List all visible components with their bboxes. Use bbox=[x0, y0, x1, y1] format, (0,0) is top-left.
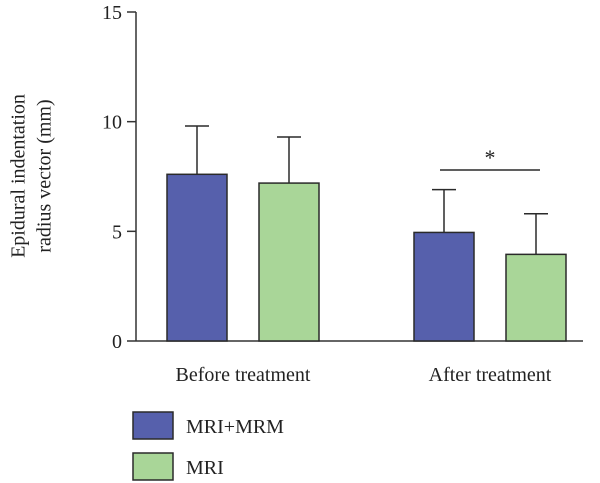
bar-mri-mrm-1 bbox=[413, 231, 475, 342]
y-tick-label: 5 bbox=[112, 221, 122, 243]
bar-mri-mrm-0 bbox=[166, 173, 228, 342]
bar-mri-1 bbox=[505, 253, 567, 342]
legend-label: MRI+MRM bbox=[186, 416, 284, 438]
bars bbox=[166, 173, 567, 342]
y-ticks: 0 5 10 15 bbox=[102, 2, 136, 353]
legend-swatch bbox=[132, 452, 174, 481]
legend: MRI+MRM MRI bbox=[132, 411, 284, 481]
y-tick-label: 15 bbox=[102, 2, 122, 24]
legend-swatch bbox=[132, 411, 174, 440]
y-axis-label-line: Epidural indentation bbox=[8, 94, 30, 258]
y-axis-label-line: radius vector (mm) bbox=[34, 99, 56, 252]
category-label: After treatment bbox=[429, 364, 552, 386]
category-labels: Before treatment After treatment bbox=[176, 364, 552, 386]
y-axis-label: Epidural indentation radius vector (mm) bbox=[8, 94, 56, 258]
legend-label: MRI bbox=[186, 457, 224, 479]
category-label: Before treatment bbox=[176, 364, 311, 386]
significance-annotation: * bbox=[440, 145, 540, 171]
bar-mri-0 bbox=[258, 182, 320, 342]
y-tick-label: 10 bbox=[102, 112, 122, 134]
y-tick-label: 0 bbox=[112, 331, 122, 353]
significance-star: * bbox=[485, 145, 496, 170]
error-bars bbox=[185, 125, 548, 255]
